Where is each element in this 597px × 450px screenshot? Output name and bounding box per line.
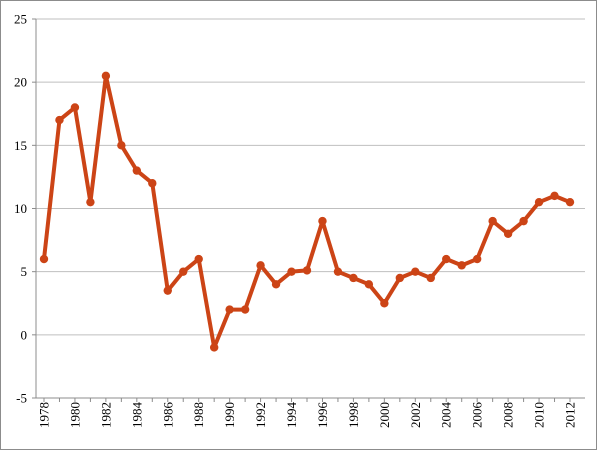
data-point bbox=[426, 273, 435, 283]
x-tick-label: 2012 bbox=[563, 402, 578, 428]
data-point bbox=[534, 197, 544, 207]
x-tick-label: 2010 bbox=[532, 402, 547, 428]
data-point bbox=[457, 261, 466, 270]
data-point bbox=[333, 267, 343, 276]
data-point bbox=[225, 305, 234, 314]
data-point bbox=[503, 229, 513, 238]
x-tick-label: 2000 bbox=[377, 402, 392, 428]
data-point bbox=[70, 103, 80, 112]
x-tick-label: 2002 bbox=[408, 402, 423, 428]
y-tick-label: 15 bbox=[14, 138, 27, 153]
data-point bbox=[442, 254, 451, 264]
data-point bbox=[287, 267, 296, 276]
data-point bbox=[256, 261, 265, 270]
data-point bbox=[179, 267, 188, 276]
x-tick-label: 1992 bbox=[253, 402, 268, 428]
y-tick-label: 0 bbox=[21, 327, 28, 342]
data-point bbox=[86, 197, 95, 207]
data-point bbox=[519, 216, 528, 226]
data-point bbox=[39, 254, 49, 264]
data-point bbox=[364, 280, 374, 289]
x-tick-label: 1986 bbox=[160, 402, 175, 429]
data-point bbox=[302, 266, 312, 275]
x-tick-label: 2008 bbox=[501, 402, 516, 428]
data-point bbox=[472, 254, 482, 264]
data-point bbox=[101, 71, 111, 81]
x-tick-label: 1982 bbox=[98, 402, 113, 428]
data-point bbox=[163, 286, 172, 295]
y-tick-label: -5 bbox=[16, 391, 27, 406]
y-tick-label: 5 bbox=[21, 264, 28, 279]
x-tick-label: 1988 bbox=[191, 402, 206, 428]
data-point bbox=[55, 115, 64, 125]
x-tick-label: 1996 bbox=[315, 402, 330, 429]
data-series bbox=[39, 71, 575, 352]
data-point bbox=[550, 191, 559, 201]
data-point bbox=[271, 280, 281, 289]
y-tick-label: 20 bbox=[14, 75, 27, 90]
axes bbox=[32, 18, 585, 402]
data-point bbox=[240, 305, 250, 314]
x-tick-label: 1980 bbox=[67, 402, 82, 428]
data-point bbox=[194, 254, 203, 264]
x-tick-label: 2004 bbox=[439, 402, 454, 429]
data-point bbox=[565, 197, 575, 207]
data-point bbox=[380, 299, 389, 308]
data-point bbox=[148, 179, 157, 188]
x-tick-label: 1984 bbox=[129, 402, 144, 429]
x-tick-label: 1990 bbox=[222, 402, 237, 428]
data-point bbox=[132, 166, 142, 175]
y-tick-label: 25 bbox=[14, 12, 27, 27]
x-tick-labels: 1978 1980 1982 1984 1986 1988 1990 1992 1994 1996… bbox=[37, 402, 578, 429]
data-point bbox=[488, 216, 497, 226]
data-point bbox=[349, 273, 358, 283]
data-point bbox=[117, 141, 126, 150]
data-point bbox=[318, 216, 327, 226]
x-tick-label: 1998 bbox=[346, 402, 361, 428]
x-tick-label: 1978 bbox=[37, 402, 52, 428]
y-tick-label: 10 bbox=[14, 201, 27, 216]
data-point bbox=[209, 343, 219, 352]
data-point bbox=[395, 273, 405, 283]
y-tick-labels: -5 0 5 10 15 20 25 bbox=[14, 12, 27, 406]
x-tick-label: 2006 bbox=[470, 402, 485, 429]
x-tick-label: 1994 bbox=[284, 402, 299, 429]
data-point bbox=[411, 267, 420, 276]
